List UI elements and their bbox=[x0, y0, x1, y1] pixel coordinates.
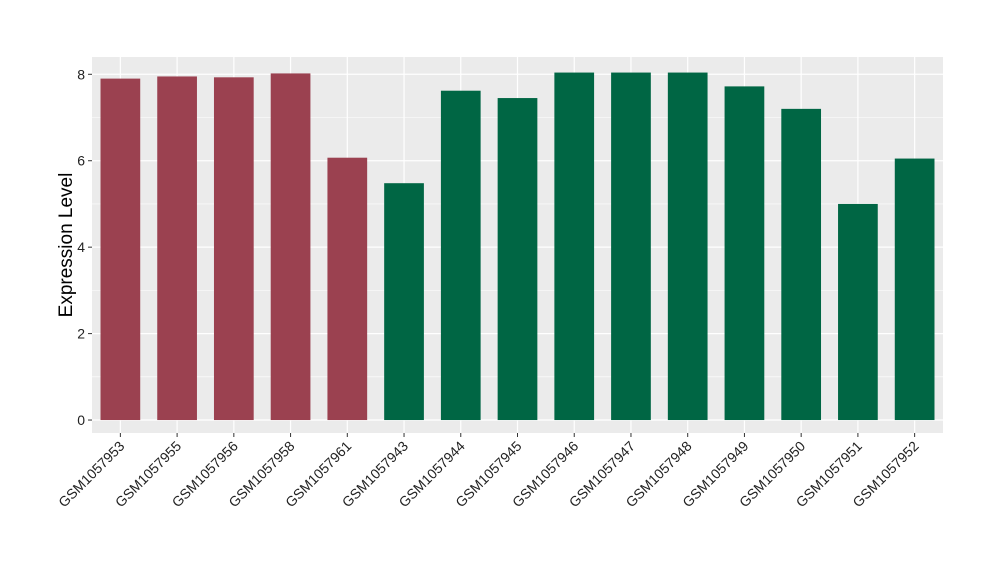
y-axis: 0 2 4 6 8 bbox=[77, 66, 92, 428]
bar bbox=[100, 78, 141, 421]
bar bbox=[497, 98, 538, 421]
bar bbox=[781, 108, 822, 421]
bar bbox=[157, 76, 197, 421]
bar bbox=[724, 86, 765, 421]
y-axis-title: Expression Level bbox=[56, 173, 77, 318]
bar bbox=[554, 72, 595, 421]
y-tick-label: 4 bbox=[77, 239, 85, 255]
bar bbox=[611, 72, 651, 421]
y-tick-label: 2 bbox=[77, 326, 85, 342]
bar bbox=[667, 72, 708, 421]
bar bbox=[440, 90, 481, 421]
y-tick-label: 6 bbox=[77, 153, 85, 169]
bars bbox=[100, 72, 935, 421]
bar bbox=[894, 158, 935, 421]
y-tick-label: 0 bbox=[77, 412, 85, 428]
y-tick-label: 8 bbox=[77, 66, 85, 82]
bar bbox=[327, 157, 368, 421]
bar bbox=[213, 77, 254, 421]
bar bbox=[270, 73, 311, 421]
bar bbox=[384, 183, 424, 421]
bar bbox=[838, 203, 878, 421]
x-axis: GSM1057953GSM1057955GSM1057956GSM1057958… bbox=[55, 433, 922, 510]
